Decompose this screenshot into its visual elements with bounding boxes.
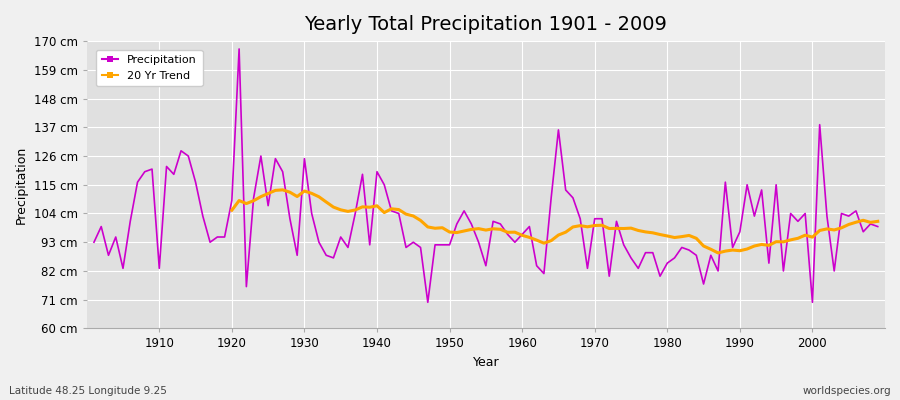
- Legend: Precipitation, 20 Yr Trend: Precipitation, 20 Yr Trend: [96, 50, 202, 86]
- Text: Latitude 48.25 Longitude 9.25: Latitude 48.25 Longitude 9.25: [9, 386, 166, 396]
- Title: Yearly Total Precipitation 1901 - 2009: Yearly Total Precipitation 1901 - 2009: [304, 15, 667, 34]
- Y-axis label: Precipitation: Precipitation: [15, 146, 28, 224]
- Text: worldspecies.org: worldspecies.org: [803, 386, 891, 396]
- X-axis label: Year: Year: [472, 356, 500, 369]
